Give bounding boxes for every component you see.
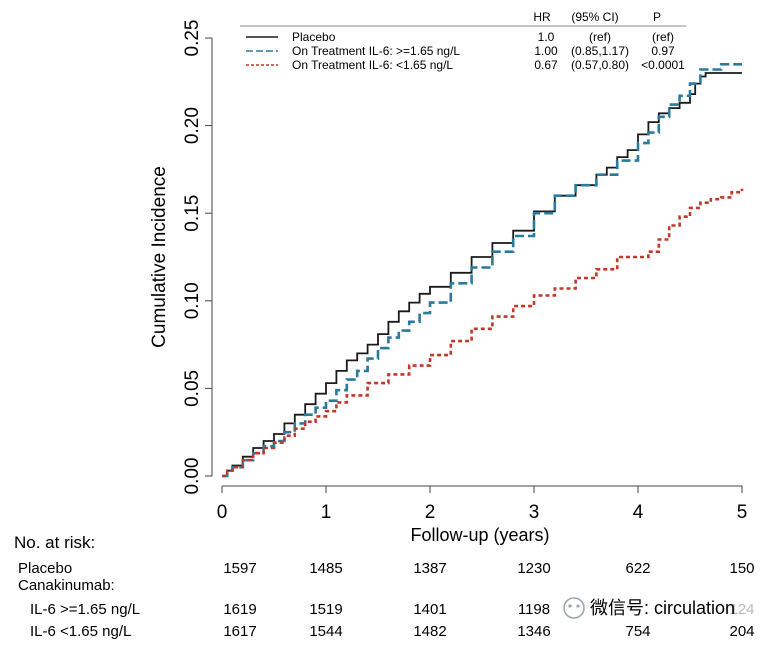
watermark-backdrop [556,594,784,622]
y-tick-label: 0.05 [182,370,203,407]
risk-cell: 1519 [309,601,342,618]
legend-hr-1: 1.00 [534,44,558,58]
y-axis-title: Cumulative Incidence [149,166,170,348]
wechat-icon-eye-right [576,604,580,608]
risk-cell: 1482 [413,623,446,640]
x-tick-label: 4 [633,502,644,523]
risk-cell: 1617 [223,623,256,640]
wechat-icon-eye-left [568,604,572,608]
legend-p-0: (ref) [652,30,674,44]
risk-cell: 1619 [223,601,256,618]
risk-cell: 1597 [223,560,256,577]
legend-label-2: On Treatment IL-6: <1.65 ng/L [292,58,453,72]
risk-cell: 1544 [309,623,342,640]
legend-p-2: <0.0001 [641,58,685,72]
risk-cell: 1387 [413,560,446,577]
legend-header-p: P [653,10,661,24]
y-tick-label: 0.15 [182,195,203,232]
risk-table: No. at risk: Canakinumab:Placebo 1597 1485 1… [14,533,755,640]
legend-label-1: On Treatment IL-6: >=1.65 ng/L [292,44,460,58]
wechat-icon [563,597,585,619]
watermark: 微信号: circulation [556,594,784,622]
risk-cell: 1198 [518,601,550,618]
y-tick-label: 0.00 [182,458,203,495]
legend-ci-1: (0.85,1.17) [571,44,629,58]
risk-cell: 1230 [517,560,550,577]
watermark-text: 微信号: circulation [590,598,735,618]
x-axis-title: Follow-up (years) [410,525,549,545]
legend-hr-0: 1.0 [538,30,555,44]
legend-p-1: 0.97 [651,44,675,58]
series-lines [222,63,744,478]
y-tick-label: 0.25 [182,20,203,57]
legend-label-0: Placebo [292,30,336,44]
legend-header-hr: HR [533,10,551,24]
x-tick-label: 3 [529,502,540,523]
series-line-0 [222,72,742,477]
axes: 0 1 2 3 4 5 0.00 0.05 0.10 0.15 0.20 0.25 Follow-up … [149,20,747,545]
risk-cell: 1346 [517,623,550,640]
legend: HR (95% CI) P Placebo 1.0 (ref) (ref) On Treatm… [240,10,686,72]
risk-row-label: IL-6 >=1.65 ng/L [30,601,140,618]
risk-row-label: Placebo [18,560,72,577]
risk-cell: 1485 [309,560,342,577]
legend-header-ci: (95% CI) [571,10,618,24]
risk-cell: 204 [729,623,754,640]
y-tick-label: 0.10 [182,282,203,319]
risk-cell: 150 [729,560,754,577]
risk-cell: 622 [625,560,650,577]
risk-row-label: IL-6 <1.65 ng/L [30,623,131,640]
x-tick-label: 2 [425,502,436,523]
legend-hr-2: 0.67 [534,58,558,72]
y-tick-label: 0.20 [182,107,203,144]
risk-group-label: Canakinumab: [18,577,115,594]
x-tick-label: 5 [737,502,748,523]
series-line-2 [222,188,744,478]
x-tick-label: 1 [321,502,332,523]
series-line-1 [222,63,742,478]
legend-ci-2: (0.57,0.80) [571,58,629,72]
x-tick-label: 0 [217,502,228,523]
risk-table-header: No. at risk: [14,533,95,552]
risk-cell: 754 [625,623,650,640]
risk-cell: 1401 [413,601,446,618]
legend-ci-0: (ref) [589,30,611,44]
